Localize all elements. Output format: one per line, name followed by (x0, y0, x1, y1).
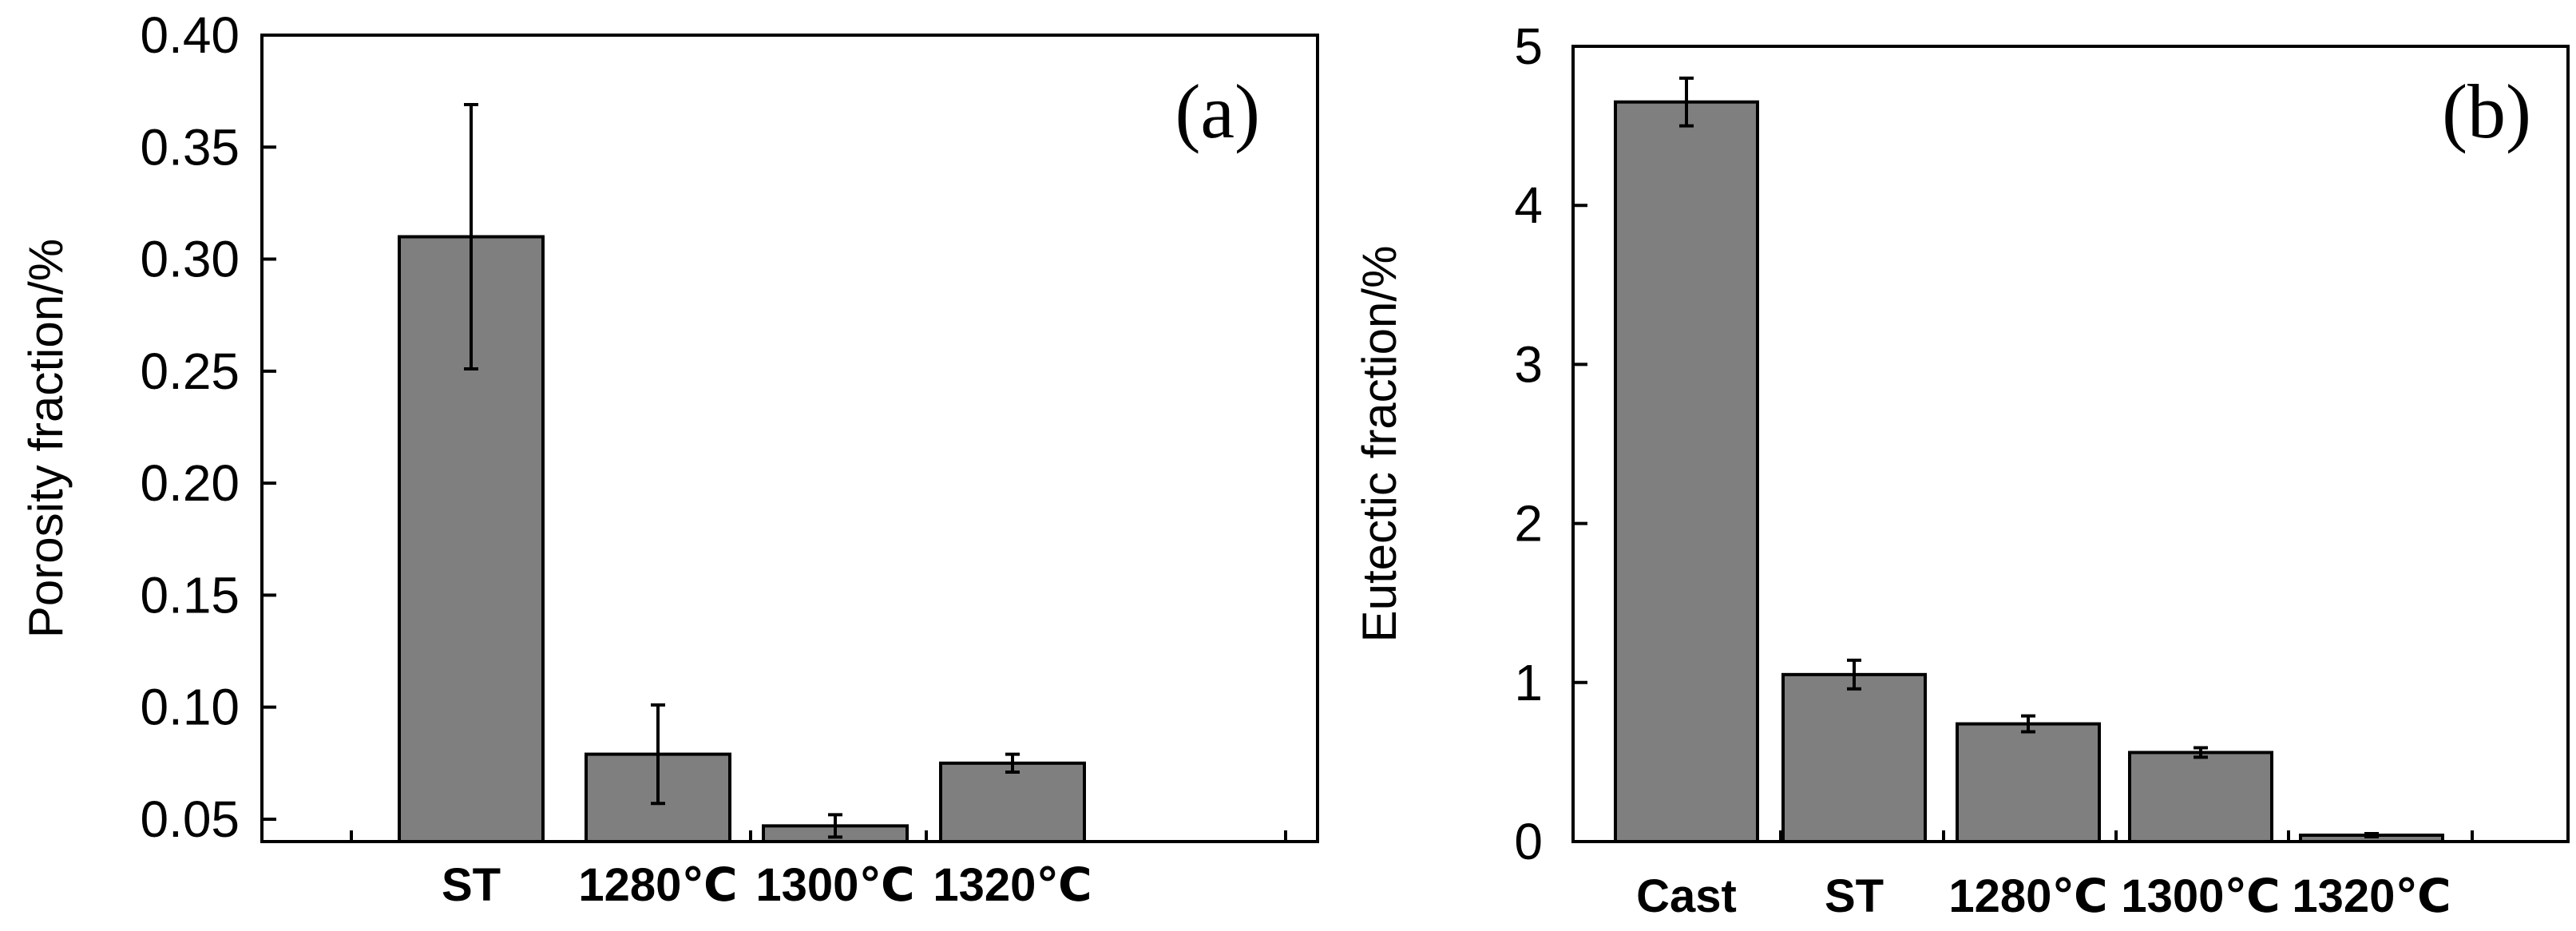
bar (1781, 672, 1927, 844)
category-label: ST (442, 859, 501, 911)
bar (1956, 722, 2101, 843)
error-bar (651, 703, 665, 806)
category-label: 1320℃ (933, 859, 1092, 911)
category-label: Cast (1636, 870, 1737, 922)
category-label: 1300℃ (755, 859, 914, 911)
category-label: ST (1825, 870, 1884, 922)
y-tick-label: 0.30 (140, 231, 240, 288)
category-label: 1280℃ (578, 859, 737, 911)
error-bar (1847, 658, 1861, 691)
error-bar (828, 813, 842, 839)
category-labels-a: ST 1280℃ 1300℃ 1320℃ (442, 859, 1092, 911)
panel-b: 0 1 2 3 4 5 Cast ST 1280℃ 1300℃ 1320℃ Eutectic fr… (1353, 18, 2570, 922)
category-label: 1280℃ (1948, 870, 2107, 922)
y-tick-label: 0.20 (140, 454, 240, 512)
y-tick-label: 0.40 (140, 6, 240, 64)
error-bar (464, 102, 478, 371)
y-tick-label: 3 (1514, 335, 1543, 393)
error-bars-a (464, 102, 1020, 839)
error-bar (2364, 832, 2379, 839)
y-tick-label: 0.35 (140, 118, 240, 176)
y-tick-label: 0.15 (140, 566, 240, 624)
bars-b (1614, 100, 2444, 844)
category-label: 1300℃ (2121, 870, 2280, 922)
y-axis-b: 0 1 2 3 4 5 (1514, 18, 1587, 870)
y-axis-title-b: Eutectic fraction/% (1353, 246, 1406, 643)
bar (1614, 100, 1759, 844)
y-tick-label: 0.25 (140, 343, 240, 400)
panel-label-a: (a) (1175, 69, 1260, 154)
x-axis-a (350, 830, 1287, 842)
y-axis-title-a: Porosity fraction/% (19, 239, 73, 638)
error-bar (2021, 714, 2035, 734)
error-bar (2194, 746, 2208, 759)
y-tick-label: 5 (1514, 18, 1543, 75)
panel-label-b: (b) (2442, 69, 2531, 154)
x-axis-b (1779, 830, 2474, 842)
y-tick-label: 1 (1514, 654, 1543, 711)
bar (2128, 751, 2273, 843)
y-tick-label: 0.10 (140, 679, 240, 736)
y-tick-label: 4 (1514, 176, 1543, 234)
panel-a: 0.05 0.10 0.15 0.20 0.25 0.30 0.35 0.40 ST 1280℃… (19, 6, 1319, 911)
y-tick-label: 2 (1514, 495, 1543, 553)
category-labels-b: Cast ST 1280℃ 1300℃ 1320℃ (1636, 870, 2451, 922)
y-axis-a: 0.05 0.10 0.15 0.20 0.25 0.30 0.35 0.40 (140, 6, 276, 848)
error-bars-b (1679, 76, 2379, 839)
error-bar (1679, 76, 1694, 128)
bar (939, 761, 1086, 843)
error-bar (1005, 752, 1020, 775)
y-tick-label: 0 (1514, 813, 1543, 870)
y-tick-label: 0.05 (140, 790, 240, 848)
category-label: 1320℃ (2292, 870, 2451, 922)
bars-a (398, 235, 1086, 843)
